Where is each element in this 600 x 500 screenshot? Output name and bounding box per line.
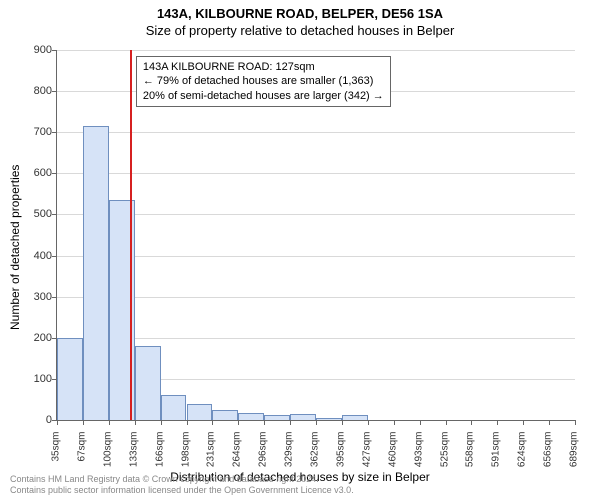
xtick-label: 427sqm — [361, 432, 372, 482]
xtick-mark — [161, 420, 162, 425]
xtick-mark — [394, 420, 395, 425]
xtick-label: 166sqm — [154, 432, 165, 482]
xtick-label: 525sqm — [439, 432, 450, 482]
xtick-label: 493sqm — [413, 432, 424, 482]
xtick-mark — [316, 420, 317, 425]
xtick-label: 624sqm — [517, 432, 528, 482]
xtick-mark — [109, 420, 110, 425]
xtick-mark — [212, 420, 213, 425]
gridline — [57, 214, 575, 215]
histogram-bar — [161, 395, 187, 420]
xtick-mark — [238, 420, 239, 425]
ytick-label: 600 — [12, 167, 52, 179]
gridline — [57, 256, 575, 257]
histogram-bar — [342, 415, 368, 420]
ytick-mark — [52, 256, 57, 257]
ytick-mark — [52, 50, 57, 51]
ytick-label: 500 — [12, 208, 52, 220]
xtick-label: 296sqm — [258, 432, 269, 482]
xtick-label: 231sqm — [206, 432, 217, 482]
histogram-bar — [264, 415, 290, 420]
xtick-mark — [57, 420, 58, 425]
xtick-label: 362sqm — [310, 432, 321, 482]
y-axis-label: Number of detached properties — [8, 165, 22, 330]
xtick-mark — [290, 420, 291, 425]
ytick-mark — [52, 214, 57, 215]
histogram-bar — [135, 346, 161, 420]
ytick-mark — [52, 132, 57, 133]
xtick-mark — [471, 420, 472, 425]
xtick-label: 558sqm — [465, 432, 476, 482]
ytick-label: 100 — [12, 373, 52, 385]
gridline — [57, 132, 575, 133]
histogram-bar — [238, 413, 264, 420]
gridline — [57, 173, 575, 174]
xtick-mark — [523, 420, 524, 425]
xtick-mark — [83, 420, 84, 425]
xtick-label: 35sqm — [51, 432, 62, 482]
xtick-mark — [497, 420, 498, 425]
xtick-mark — [368, 420, 369, 425]
ytick-label: 200 — [12, 332, 52, 344]
xtick-label: 591sqm — [491, 432, 502, 482]
histogram-bar — [290, 414, 316, 420]
xtick-mark — [187, 420, 188, 425]
ytick-label: 0 — [12, 414, 52, 426]
histogram-bar — [83, 126, 109, 420]
gridline — [57, 50, 575, 51]
highlight-line — [130, 50, 132, 420]
xtick-label: 689sqm — [569, 432, 580, 482]
histogram-bar — [316, 418, 342, 420]
page-subtitle: Size of property relative to detached ho… — [0, 21, 600, 38]
xtick-mark — [575, 420, 576, 425]
page-title: 143A, KILBOURNE ROAD, BELPER, DE56 1SA — [0, 0, 600, 21]
xtick-label: 198sqm — [180, 432, 191, 482]
xtick-label: 264sqm — [232, 432, 243, 482]
xtick-label: 395sqm — [335, 432, 346, 482]
ytick-mark — [52, 297, 57, 298]
xtick-mark — [446, 420, 447, 425]
footer-line2: Contains public sector information licen… — [10, 485, 354, 496]
xtick-label: 329sqm — [284, 432, 295, 482]
ytick-label: 400 — [12, 250, 52, 262]
gridline — [57, 338, 575, 339]
ytick-mark — [52, 173, 57, 174]
annotation-line: ← 79% of detached houses are smaller (1,… — [143, 74, 384, 88]
xtick-mark — [342, 420, 343, 425]
annotation-box: 143A KILBOURNE ROAD: 127sqm← 79% of deta… — [136, 56, 391, 107]
xtick-mark — [549, 420, 550, 425]
chart-plot-area: 143A KILBOURNE ROAD: 127sqm← 79% of deta… — [56, 50, 575, 421]
gridline — [57, 297, 575, 298]
xtick-mark — [264, 420, 265, 425]
ytick-label: 800 — [12, 85, 52, 97]
ytick-label: 300 — [12, 291, 52, 303]
histogram-bar — [57, 338, 83, 420]
ytick-mark — [52, 91, 57, 92]
xtick-mark — [135, 420, 136, 425]
annotation-line: 143A KILBOURNE ROAD: 127sqm — [143, 60, 384, 74]
xtick-mark — [420, 420, 421, 425]
xtick-label: 67sqm — [76, 432, 87, 482]
xtick-label: 656sqm — [543, 432, 554, 482]
ytick-label: 900 — [12, 44, 52, 56]
histogram-bar — [187, 404, 213, 420]
xtick-label: 100sqm — [102, 432, 113, 482]
xtick-label: 133sqm — [128, 432, 139, 482]
ytick-label: 700 — [12, 126, 52, 138]
annotation-line: 20% of semi-detached houses are larger (… — [143, 89, 384, 103]
xtick-label: 460sqm — [387, 432, 398, 482]
histogram-bar — [212, 410, 238, 420]
